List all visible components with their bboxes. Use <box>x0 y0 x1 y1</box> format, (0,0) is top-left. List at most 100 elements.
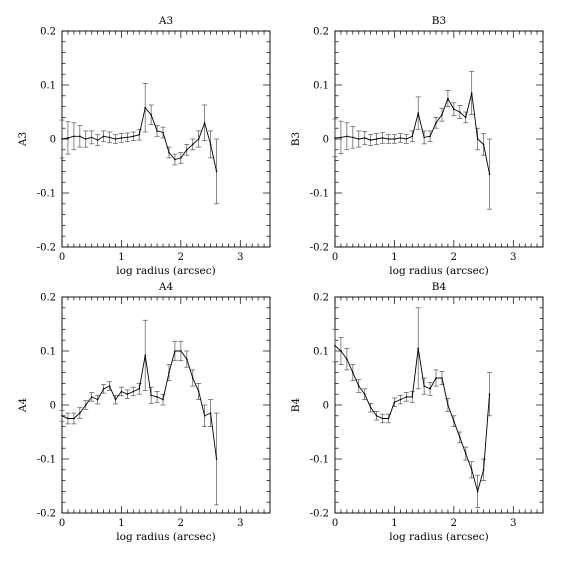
data-point <box>482 143 485 146</box>
x-tick-label: 0 <box>332 518 338 529</box>
data-point <box>186 358 188 360</box>
data-point <box>357 385 360 387</box>
x-tick-label: 3 <box>237 518 243 529</box>
y-tick-label: -0.2 <box>37 243 56 254</box>
data-point <box>61 138 63 140</box>
data-point <box>120 137 123 139</box>
data-point <box>96 398 99 401</box>
y-axis-title: B4 <box>290 397 302 412</box>
data-point <box>102 388 105 390</box>
data-point <box>381 417 384 420</box>
data-point <box>126 136 129 139</box>
y-tick-label: 0 <box>323 135 329 146</box>
data-point <box>340 136 342 139</box>
data-point <box>132 390 135 393</box>
data-point <box>144 106 146 109</box>
data-point <box>488 393 491 396</box>
x-axis-title: log radius (arcsec) <box>116 265 215 277</box>
data-point <box>399 398 402 401</box>
data-point <box>96 139 99 141</box>
data-point <box>369 406 372 409</box>
data-point <box>393 401 396 404</box>
data-point <box>73 417 75 420</box>
data-point <box>375 415 378 417</box>
data-point <box>470 92 473 94</box>
data-point <box>156 130 158 132</box>
x-tick-label: 2 <box>451 518 457 529</box>
chart-panel-a4: A4 log radius (arcsec) A4 0 1 2 3 -0.2 -0.1 0 0.1 0… <box>17 281 271 543</box>
data-point <box>197 390 200 393</box>
data-point <box>459 111 461 113</box>
y-tick-label: -0.1 <box>310 455 329 466</box>
x-tick-label: 1 <box>391 252 397 263</box>
data-point <box>132 135 135 138</box>
data-point <box>393 138 396 140</box>
data-point <box>447 404 449 406</box>
y-axis-title: B3 <box>290 132 302 146</box>
data-point <box>417 347 420 350</box>
data-point <box>369 139 372 141</box>
data-point <box>453 420 455 423</box>
x-tick-label: 2 <box>451 252 457 263</box>
y-tick-label: -0.1 <box>37 189 56 200</box>
data-point <box>488 173 491 175</box>
data-point <box>476 138 479 140</box>
data-point <box>191 143 194 146</box>
data-point <box>114 398 117 401</box>
data-point <box>186 149 188 151</box>
data-point <box>346 135 348 138</box>
data-point <box>411 396 414 398</box>
data-point <box>441 113 443 116</box>
data-point <box>203 122 206 124</box>
data-point <box>352 371 354 374</box>
data-point <box>168 151 170 154</box>
x-tick-label: 3 <box>237 252 243 263</box>
y-tick-label: 0.2 <box>40 27 56 38</box>
data-point <box>399 137 402 139</box>
chart-panel-b4: B4 log radius (arcsec) B4 0 1 2 3 -0.2 -0.1 0 0.1 0… <box>290 281 544 543</box>
x-tick-label: 0 <box>59 518 65 529</box>
y-tick-label: 0.1 <box>313 347 329 358</box>
y-tick-label: 0 <box>50 135 56 146</box>
data-point <box>429 388 431 390</box>
data-point <box>79 135 81 138</box>
data-point <box>405 396 408 398</box>
data-point <box>162 398 164 401</box>
data-point <box>67 137 69 139</box>
data-point <box>334 344 336 347</box>
data-point <box>464 116 467 119</box>
panel-title: B3 <box>432 15 446 27</box>
plot-frame <box>61 30 271 248</box>
data-point <box>108 136 111 139</box>
data-point <box>90 136 93 139</box>
data-point <box>67 417 69 420</box>
data-point <box>108 385 111 387</box>
y-axis-title: A4 <box>17 398 29 414</box>
data-point <box>114 138 117 140</box>
panel-title: A3 <box>158 15 173 27</box>
plot-frame <box>334 296 544 514</box>
x-tick-label: 0 <box>59 252 65 263</box>
y-tick-label: -0.2 <box>310 509 329 520</box>
data-point <box>387 417 390 420</box>
data-point <box>209 412 212 414</box>
y-axis-title: A3 <box>17 132 29 147</box>
data-point <box>417 112 420 114</box>
data-point <box>191 377 194 379</box>
data-point <box>162 131 164 134</box>
data-point <box>79 412 81 414</box>
data-point <box>102 135 105 138</box>
data-point <box>156 396 158 398</box>
data-point <box>423 136 425 139</box>
data-point <box>375 138 378 140</box>
y-tick-label: 0.2 <box>313 293 329 304</box>
data-point <box>435 377 437 379</box>
data-point <box>174 350 176 352</box>
data-point <box>429 135 431 138</box>
panel-title: B4 <box>432 281 447 293</box>
x-tick-label: 2 <box>178 518 184 529</box>
data-point <box>453 108 455 111</box>
data-point <box>441 377 443 379</box>
data-point <box>334 137 336 139</box>
x-tick-label: 3 <box>510 252 516 263</box>
